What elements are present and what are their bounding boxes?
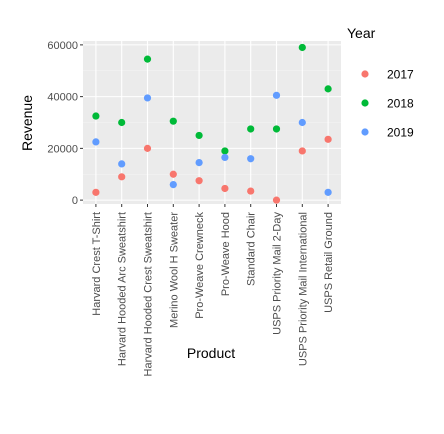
point-2017: [273, 197, 280, 204]
point-2019: [118, 160, 125, 167]
point-2019: [170, 181, 177, 188]
point-2017: [325, 136, 332, 143]
x-tick-label: Pro-Weave Crewneck: [194, 212, 206, 319]
y-axis: 0 20000 40000 60000: [47, 40, 83, 207]
point-2019: [299, 119, 306, 126]
x-tick-label: Standard Chair: [246, 212, 258, 286]
x-tick-label: Harvard Hooded Crest Sweatshirt: [143, 212, 155, 376]
point-2018: [273, 125, 280, 132]
point-2018: [92, 112, 99, 119]
y-tick-label: 20000: [47, 143, 78, 155]
point-2017: [118, 173, 125, 180]
point-2019: [196, 159, 203, 166]
point-2017: [170, 171, 177, 178]
point-2018: [247, 125, 254, 132]
point-2019: [221, 154, 228, 161]
point-2018: [325, 85, 332, 92]
y-tick-label: 0: [72, 195, 78, 207]
x-tick-label: Harvard Crest T-Shirt: [91, 212, 103, 316]
legend-key-2017: [361, 70, 368, 77]
point-2017: [196, 177, 203, 184]
legend-key-2019: [361, 128, 368, 135]
point-2018: [299, 44, 306, 51]
point-2017: [247, 187, 254, 194]
y-tick-label: 40000: [47, 92, 78, 104]
legend-key-2018: [361, 99, 368, 106]
y-axis-title: Revenue: [19, 95, 35, 151]
point-2017: [144, 145, 151, 152]
y-tick-label: 60000: [47, 40, 78, 52]
x-axis-title: Product: [187, 345, 235, 361]
x-tick-label: Pro-Weave Hood: [220, 212, 232, 296]
point-2017: [221, 185, 228, 192]
point-2019: [325, 189, 332, 196]
x-tick-label: USPS Priority Mail International: [297, 212, 309, 366]
legend-title: Year: [347, 25, 376, 41]
point-2019: [247, 155, 254, 162]
point-2017: [92, 189, 99, 196]
x-tick-label: USPS Priority Mail 2-Day: [272, 212, 284, 335]
legend-label-2019: 2019: [387, 126, 414, 140]
point-2018: [118, 119, 125, 126]
point-2019: [273, 92, 280, 99]
x-tick-label: Merino Wool H Sweater: [168, 212, 180, 328]
point-2018: [221, 147, 228, 154]
point-2017: [299, 147, 306, 154]
x-tick-label: USPS Retail Ground: [323, 212, 335, 313]
point-2018: [144, 56, 151, 63]
legend-label-2017: 2017: [387, 68, 414, 82]
legend-label-2018: 2018: [387, 97, 414, 111]
point-2018: [196, 132, 203, 139]
point-2018: [170, 118, 177, 125]
point-2019: [144, 94, 151, 101]
legend: Year 2017 2018 2019: [347, 25, 414, 140]
x-tick-label: Harvard Hooded Arc Sweatshirt: [117, 212, 129, 366]
point-2019: [92, 138, 99, 145]
